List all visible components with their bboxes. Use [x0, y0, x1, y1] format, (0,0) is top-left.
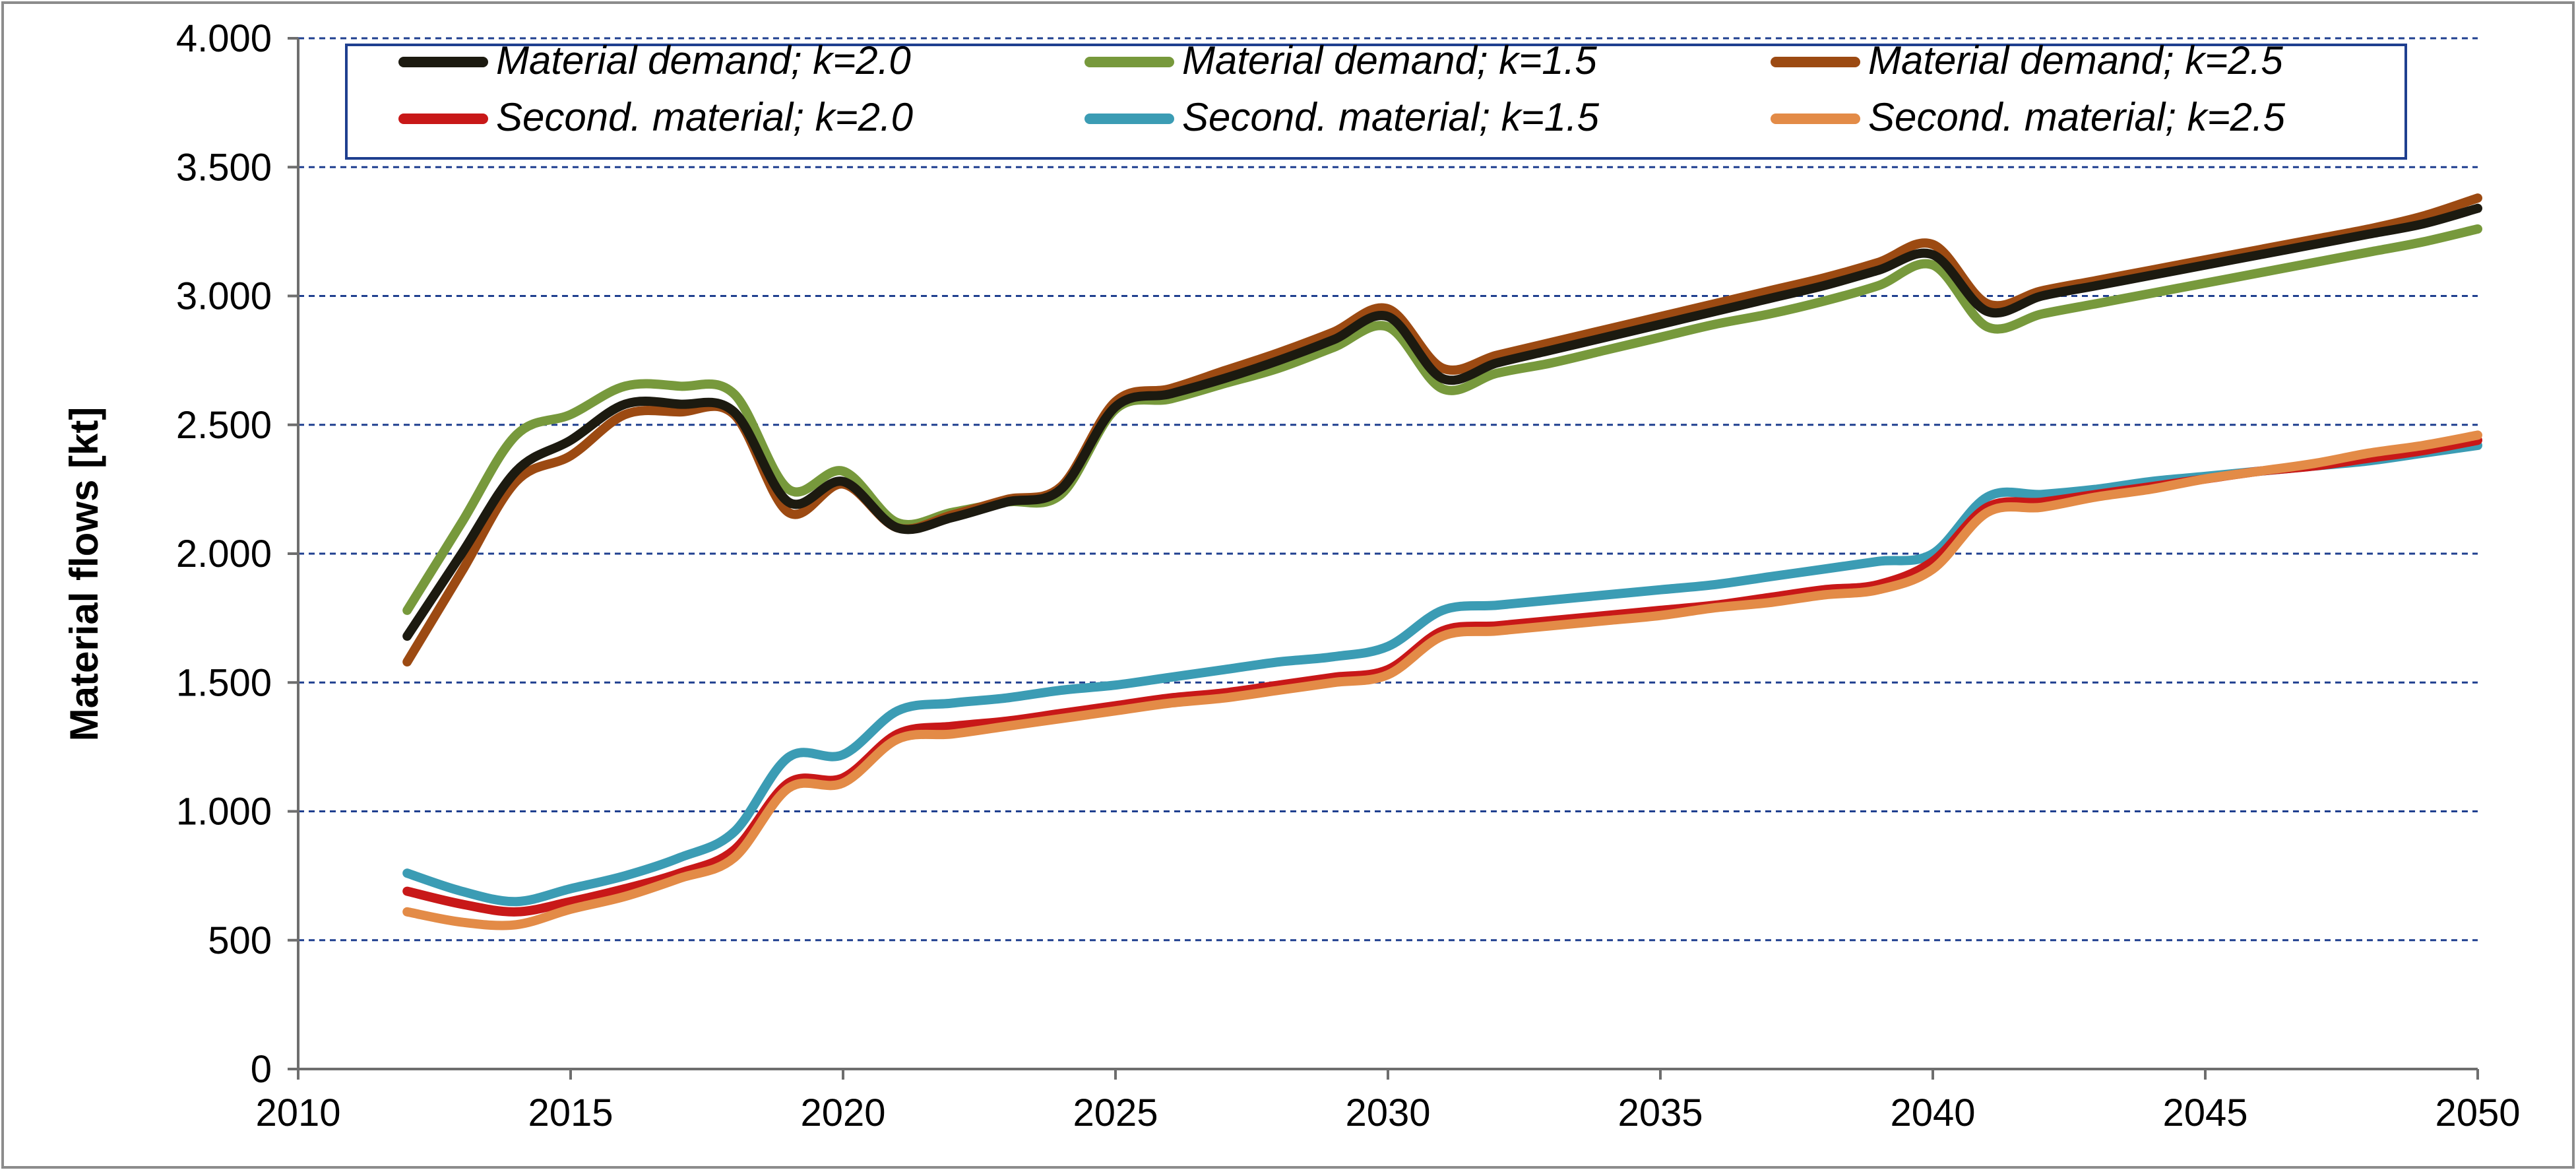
y-tick-label-3000: 3.000 — [176, 275, 272, 318]
legend-label-second-material-k-2-5: Second. material; k=2.5 — [1868, 95, 2286, 139]
x-tick-label-2010: 2010 — [255, 1091, 340, 1134]
legend-label-second-material-k-1-5: Second. material; k=1.5 — [1182, 95, 1600, 139]
y-tick-label-0: 0 — [251, 1048, 272, 1091]
gridlines — [298, 37, 2478, 942]
y-tick-label-3500: 3.500 — [176, 146, 272, 189]
legend-label-second-material-k-2-0: Second. material; k=2.0 — [496, 95, 913, 139]
x-tick-label-2030: 2030 — [1345, 1091, 1430, 1134]
x-tick-label-2025: 2025 — [1073, 1091, 1158, 1134]
legend-label-material-demand-k-2-0: Material demand; k=2.0 — [496, 38, 911, 82]
series-line-second-material-k-1-5 — [402, 441, 2482, 907]
legend-label-material-demand-k-1-5: Material demand; k=1.5 — [1182, 38, 1597, 82]
x-tick-label-2015: 2015 — [528, 1091, 613, 1134]
x-tick-label-2020: 2020 — [800, 1091, 885, 1134]
series-line-material-demand-k-1-5 — [402, 224, 2482, 615]
y-tick-label-2000: 2.000 — [176, 533, 272, 575]
series-line-material-demand-k-2-0 — [402, 203, 2482, 641]
x-tick-label-2040: 2040 — [1890, 1091, 1975, 1134]
series-lines — [402, 193, 2482, 930]
axes: 0 500 1.000 1.500 2.000 2.500 3.000 3.500 4.000 2… — [176, 17, 2521, 1134]
series-line-second-material-k-2-5 — [402, 430, 2482, 930]
x-tick-label-2045: 2045 — [2162, 1091, 2247, 1134]
x-tick-label-2035: 2035 — [1618, 1091, 1703, 1134]
x-tick-label-2050: 2050 — [2435, 1091, 2520, 1134]
y-axis-title: Material flows [kt] — [62, 407, 106, 742]
legend: Material demand; k=2.0 Material demand; k… — [345, 38, 2407, 160]
y-tick-label-4000: 4.000 — [176, 17, 272, 60]
legend-box — [345, 44, 2407, 160]
y-tick-label-1000: 1.000 — [176, 791, 272, 833]
y-tick-label-2500: 2.500 — [176, 404, 272, 447]
y-tick-label-500: 500 — [208, 919, 272, 962]
legend-label-material-demand-k-2-5: Material demand; k=2.5 — [1868, 38, 2283, 82]
y-tick-label-1500: 1.500 — [176, 661, 272, 704]
